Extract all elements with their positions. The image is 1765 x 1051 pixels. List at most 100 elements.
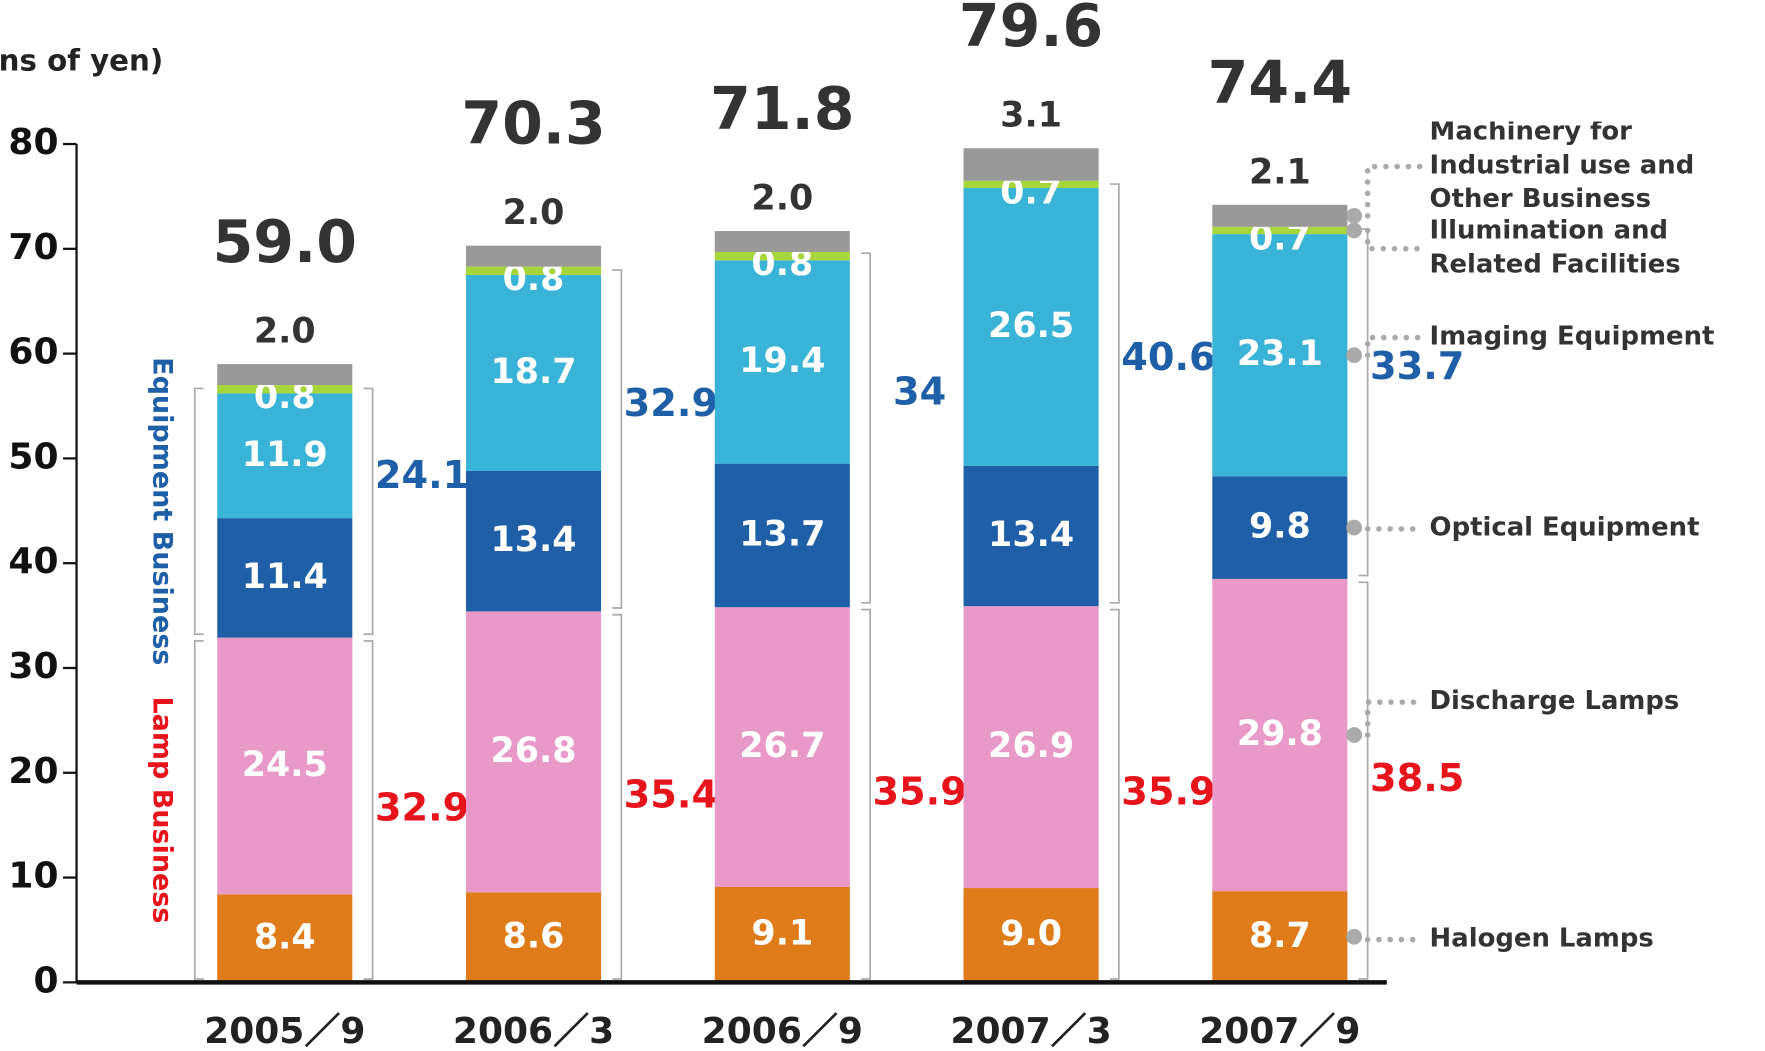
data-label: 11.4	[242, 557, 328, 597]
group-bracket	[1358, 581, 1369, 980]
group-bracket	[612, 269, 623, 609]
y-tick-label: 0	[33, 960, 58, 1001]
x-tick-label: 2007／3	[950, 1011, 1111, 1051]
y-axis-title: (billions of yen)	[0, 43, 163, 77]
legend-dot	[1346, 928, 1363, 945]
total-label: 79.6	[959, 0, 1103, 60]
legend-label: Halogen Lamps	[1429, 923, 1654, 954]
group-total: 24.1	[375, 453, 469, 498]
y-tick-label: 50	[8, 436, 58, 477]
x-tick-label: 2007／9	[1199, 1011, 1360, 1051]
bar-segment	[1212, 204, 1348, 227]
legend-item: Machinery for Industrial use and Other B…	[1429, 121, 1695, 212]
data-label: 29.8	[1237, 714, 1323, 754]
bar-segment	[466, 470, 602, 612]
data-label: 13.4	[988, 515, 1074, 555]
group-total: 38.5	[1370, 756, 1464, 801]
legend-dot	[1346, 727, 1363, 743]
y-tick-label: 20	[8, 751, 58, 792]
group-total: 35.4	[624, 772, 718, 817]
legend-label: Imaging Equipment	[1429, 321, 1715, 352]
data-label: 26.9	[988, 726, 1074, 766]
y-tick-label: 10	[8, 856, 58, 897]
legend-label: Discharge Lamps	[1429, 686, 1680, 716]
total-label: 74.4	[1208, 49, 1352, 117]
bar-segment	[714, 607, 850, 887]
group-bracket	[363, 387, 374, 636]
total-label: 59.0	[213, 208, 357, 276]
data-label: 3.1	[1000, 96, 1062, 136]
group-total: 34	[893, 370, 946, 415]
group-bracket	[363, 640, 374, 980]
data-label: 19.4	[739, 341, 825, 381]
bar-segment	[963, 606, 1099, 889]
data-label: 13.7	[739, 514, 825, 554]
group-total: 35.9	[872, 770, 966, 815]
data-label: 18.7	[491, 352, 577, 392]
group-bracket-left	[193, 387, 204, 636]
bar-segment	[217, 637, 353, 895]
legend-dot	[1346, 207, 1363, 224]
group-bracket	[1109, 183, 1120, 604]
data-label: 8.7	[1249, 916, 1311, 956]
group-bracket	[612, 613, 623, 980]
group-total: 35.9	[1121, 770, 1215, 815]
bar-segment	[1212, 226, 1348, 235]
data-label: 2.1	[1249, 152, 1311, 192]
group-total: 33.7	[1370, 344, 1464, 389]
legend-label: Illumination and Related Facilities	[1429, 216, 1681, 280]
y-tick-label: 30	[8, 646, 58, 687]
data-label: 8.6	[503, 916, 565, 956]
bar-segment	[217, 385, 353, 394]
data-label: 2.0	[254, 312, 316, 352]
bar-segment	[466, 245, 602, 267]
data-label: 26.5	[988, 306, 1074, 346]
bar-segment	[714, 231, 850, 252]
bar-segment	[217, 518, 353, 638]
group-name: Equipment Business	[146, 357, 177, 665]
bar-segment	[217, 393, 353, 519]
bar-segment	[963, 148, 1099, 181]
bar-segment	[963, 188, 1099, 466]
group-total: 32.9	[375, 785, 469, 830]
group-name: Lamp Business	[146, 696, 177, 923]
total-label: 70.3	[461, 90, 605, 158]
legend-label: Machinery for Industrial use and Other B…	[1429, 121, 1695, 212]
legend-leader	[1364, 163, 1424, 219]
bar-segment	[217, 364, 353, 386]
bar-segment	[714, 886, 850, 983]
bar-segment	[1212, 578, 1348, 892]
data-label: 9.8	[1249, 507, 1311, 547]
y-tick-label: 80	[8, 122, 58, 163]
data-label: 2.0	[503, 193, 565, 233]
data-label: 26.8	[491, 731, 577, 771]
data-label: 9.1	[751, 914, 813, 954]
y-tick-label: 60	[8, 332, 58, 373]
x-tick-label: 2006／9	[702, 1011, 863, 1051]
legend-item: Illumination and Related Facilities	[1429, 216, 1681, 280]
data-label: 24.5	[242, 745, 328, 785]
data-label: 11.9	[242, 435, 328, 475]
group-bracket	[1358, 228, 1369, 577]
legend-leader	[1364, 227, 1424, 252]
group-bracket	[861, 608, 871, 980]
bar-segment	[1212, 891, 1348, 983]
legend-dot	[1346, 519, 1363, 536]
bar-segment	[714, 463, 850, 608]
bar-segment	[466, 892, 602, 983]
group-total: 40.6	[1121, 335, 1215, 380]
y-tick-label: 40	[8, 541, 58, 582]
data-label: 23.1	[1237, 334, 1323, 374]
group-bracket	[861, 252, 871, 604]
bar-segment	[217, 894, 353, 983]
data-label: 13.4	[491, 520, 577, 560]
y-tick-label: 70	[8, 227, 58, 268]
total-label: 71.8	[710, 75, 854, 143]
legend-leader	[1364, 699, 1424, 738]
legend-label: Optical Equipment	[1429, 513, 1700, 543]
legend-dot	[1346, 222, 1363, 239]
x-tick-label: 2006／3	[453, 1011, 614, 1051]
bar-segment	[466, 611, 602, 893]
